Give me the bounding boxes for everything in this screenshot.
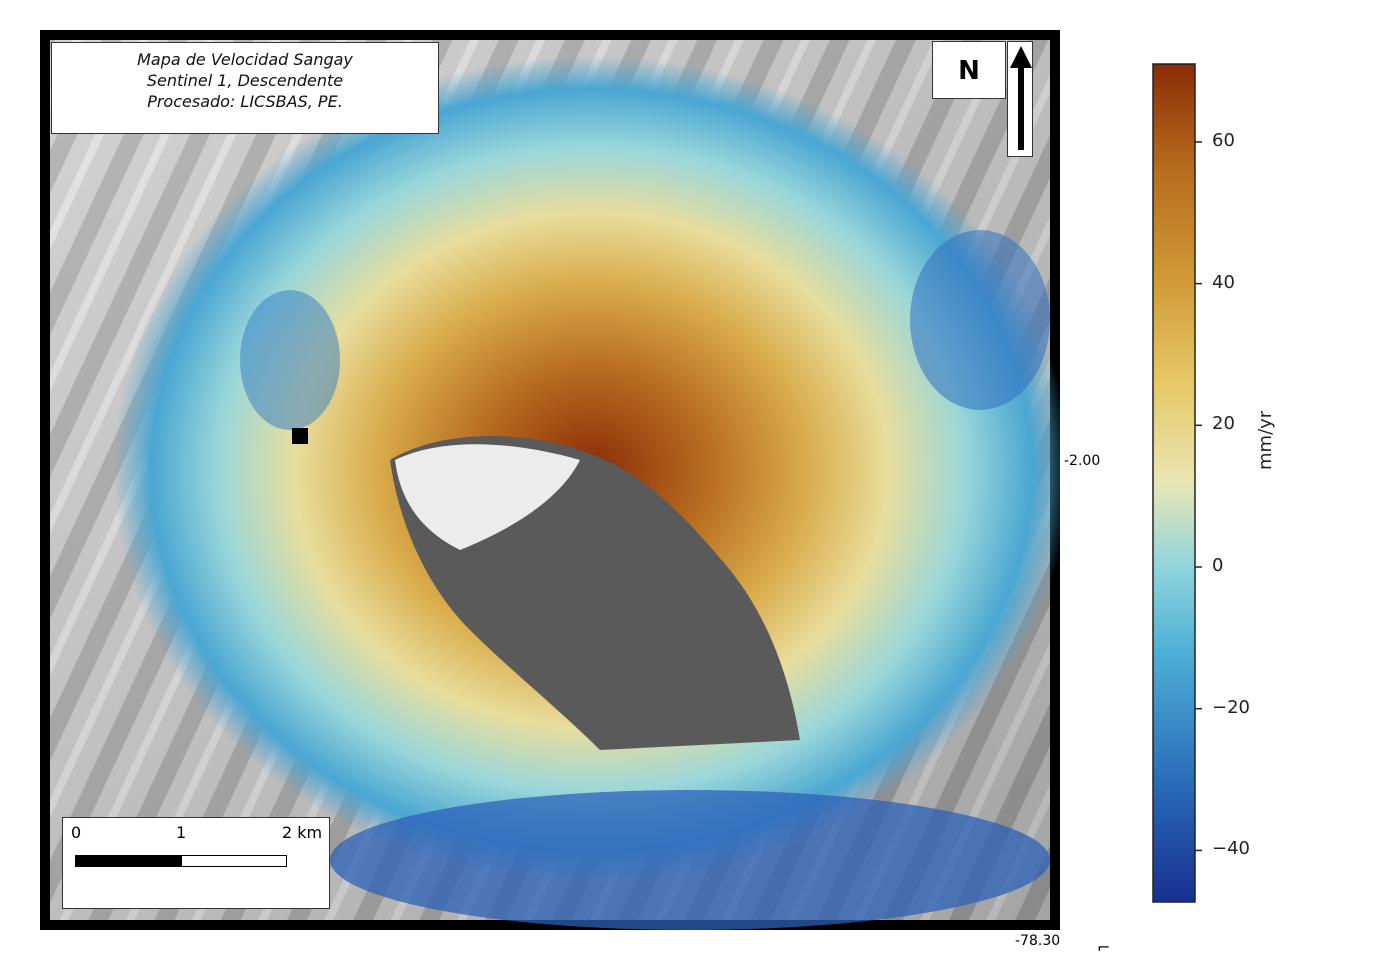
velocity-map[interactable] <box>40 30 1060 930</box>
colorbar-tick-label: −20 <box>1212 696 1250 718</box>
summit-snow <box>395 444 580 550</box>
map-raster <box>40 30 1060 930</box>
longitude-label: -78.30 <box>1015 933 1061 949</box>
colorbar <box>1152 63 1202 903</box>
scale-segment-white <box>181 855 287 867</box>
colorbar-gradient <box>1152 63 1196 903</box>
west-negative-patch <box>240 290 340 430</box>
scale-label-2: 2 km <box>282 823 323 842</box>
colorbar-tick-label: 0 <box>1212 555 1224 577</box>
title-line-1: Mapa de Velocidad Sangay <box>137 50 353 69</box>
east-negative-patch <box>910 230 1050 410</box>
marker-pixel <box>292 428 308 444</box>
scale-label-1: 1 <box>176 823 187 842</box>
north-label: N <box>932 41 1006 99</box>
latitude-label: -2.00 <box>1064 453 1101 469</box>
north-arrow-icon <box>1007 41 1033 157</box>
subsidence-band <box>330 790 1050 930</box>
colorbar-tick-label: 60 <box>1212 129 1235 151</box>
colorbar-ticks <box>1195 141 1202 852</box>
scale-label-0: 0 <box>71 823 82 842</box>
corner-mark: ⌐ <box>1097 938 1111 957</box>
scale-segment-black <box>75 855 181 867</box>
map-title-box: Mapa de Velocidad Sangay Sentinel 1, Des… <box>51 42 439 134</box>
colorbar-tick-label: 40 <box>1212 271 1235 293</box>
colorbar-tick-label: −40 <box>1212 838 1250 860</box>
colorbar-unit-label: mm/yr <box>1255 410 1276 470</box>
colorbar-tick-label: 20 <box>1212 413 1235 435</box>
title-line-2: Sentinel 1, Descendente <box>146 71 344 90</box>
scale-bar: 0 1 2 km <box>62 817 330 909</box>
title-line-3: Procesado: LICSBAS, PE. <box>147 92 343 111</box>
